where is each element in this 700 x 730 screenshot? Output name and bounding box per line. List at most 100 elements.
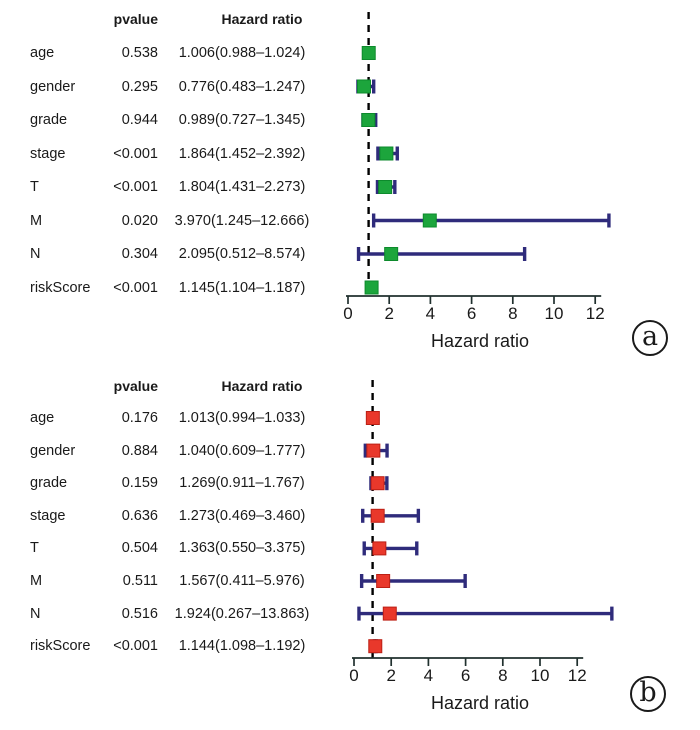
- row-label: age: [30, 45, 55, 61]
- table-row: riskScore <0.001 1.145(1.104–1.187): [0, 278, 345, 298]
- row-pvalue: 0.511: [122, 573, 158, 589]
- axis-tick-label: 12: [586, 304, 605, 323]
- pvalue-column-header: pvalue: [113, 378, 158, 394]
- row-label: T: [30, 540, 39, 557]
- row-hr-ci: 1.924(0.267–13.863): [174, 605, 310, 622]
- row-pvalue: 0.176: [121, 410, 158, 426]
- axis-tick-label: 4: [426, 304, 435, 323]
- row-pvalue: 0.159: [121, 475, 158, 492]
- axis-tick-label: 2: [386, 666, 395, 685]
- axis-tick-label: 12: [568, 666, 587, 685]
- hr-marker: [361, 113, 376, 127]
- hr-marker: [379, 146, 394, 161]
- panel-b: pvalue Hazard ratio age 0.176 1.013(0.994–…: [0, 370, 700, 730]
- table-row: M 0.511 1.567(0.411–5.976): [0, 571, 345, 591]
- table-row: N 0.516 1.924(0.267–13.863): [0, 604, 345, 624]
- table-row: stage <0.001 1.864(1.452–2.392): [0, 144, 345, 164]
- forest-plot-a: 0 2 4 6 8 10 12: [343, 12, 611, 323]
- hr-marker: [378, 180, 393, 194]
- table-row: N 0.304 2.095(0.512–8.574): [0, 244, 345, 264]
- row-label: M: [30, 573, 43, 589]
- axis-tick-label: 6: [461, 666, 470, 685]
- table-row: grade 0.944 0.989(0.727–1.345): [0, 110, 345, 130]
- row-label: stage: [30, 507, 66, 524]
- panel-a: pvalue Hazard ratio age 0.538 1.006(0.988–…: [0, 11, 668, 356]
- forest-plot-b: 0 2 4 6 8 10 12: [349, 380, 614, 685]
- hazard-ratio-column-header: Hazard ratio: [221, 11, 303, 27]
- axis-tick-label: 6: [467, 304, 476, 323]
- axis-tick-label: 2: [384, 304, 393, 323]
- hr-marker: [361, 46, 376, 60]
- row-hr-ci: 1.006(0.988–1.024): [178, 45, 306, 61]
- row-pvalue: 0.304: [121, 246, 158, 262]
- hr-marker: [382, 606, 397, 621]
- panel-letter-b: b: [630, 676, 666, 712]
- table-row: T 0.504 1.363(0.550–3.375): [0, 538, 345, 558]
- row-hr-ci: 2.095(0.512–8.574): [178, 246, 306, 262]
- panel-letter-a: a: [632, 320, 668, 356]
- x-axis-title: Hazard ratio: [430, 693, 530, 713]
- row-pvalue: <0.001: [113, 279, 158, 296]
- row-hr-ci: 0.776(0.483–1.247): [178, 78, 306, 95]
- table-row: M 0.020 3.970(1.245–12.666): [0, 211, 345, 231]
- row-label: N: [30, 605, 41, 622]
- panel-letter-text: b: [639, 677, 657, 708]
- table-row: age 0.176 1.013(0.994–1.033): [0, 408, 345, 428]
- row-label: N: [30, 246, 41, 262]
- row-hr-ci: 3.970(1.245–12.666): [174, 212, 310, 229]
- axis-tick-label: 8: [498, 666, 507, 685]
- row-pvalue: 0.636: [121, 507, 158, 524]
- hr-marker: [370, 508, 385, 523]
- row-label: grade: [30, 475, 68, 492]
- hr-marker: [364, 280, 379, 295]
- row-hr-ci: 1.040(0.609–1.777): [178, 442, 306, 459]
- hr-marker: [365, 411, 380, 425]
- hazard-ratio-column-header: Hazard ratio: [221, 378, 303, 394]
- table-row: stage 0.636 1.273(0.469–3.460): [0, 506, 345, 526]
- row-label: riskScore: [30, 638, 91, 655]
- x-axis-title: Hazard ratio: [430, 331, 530, 351]
- row-pvalue: 0.944: [121, 112, 158, 128]
- row-hr-ci: 1.363(0.550–3.375): [178, 540, 306, 557]
- hr-marker: [370, 476, 385, 491]
- row-hr-ci: 0.989(0.727–1.345): [178, 112, 306, 128]
- hr-marker: [422, 213, 437, 228]
- hr-marker: [368, 639, 383, 654]
- axis-tick-label: 0: [343, 304, 352, 323]
- row-pvalue: 0.538: [121, 45, 158, 61]
- table-row: gender 0.884 1.040(0.609–1.777): [0, 441, 345, 461]
- row-pvalue: 0.516: [121, 605, 158, 622]
- row-hr-ci: 1.145(1.104–1.187): [178, 279, 306, 296]
- row-pvalue: <0.001: [113, 179, 158, 195]
- axis-tick-label: 0: [349, 666, 358, 685]
- row-pvalue: 0.884: [121, 442, 158, 459]
- axis-tick-label: 8: [508, 304, 517, 323]
- table-row: grade 0.159 1.269(0.911–1.767): [0, 473, 345, 493]
- row-label: riskScore: [30, 279, 91, 296]
- panel-letter-text: a: [641, 321, 659, 352]
- axis-tick-label: 4: [424, 666, 433, 685]
- row-hr-ci: 1.567(0.411–5.976): [179, 573, 305, 589]
- row-label: gender: [30, 442, 76, 459]
- row-label: stage: [30, 145, 66, 162]
- hr-marker: [384, 247, 399, 261]
- row-hr-ci: 1.013(0.994–1.033): [178, 410, 306, 426]
- table-row: T <0.001 1.804(1.431–2.273): [0, 177, 345, 197]
- table-row: riskScore <0.001 1.144(1.098–1.192): [0, 636, 345, 656]
- pvalue-column-header: pvalue: [113, 11, 158, 27]
- table-row: age 0.538 1.006(0.988–1.024): [0, 43, 345, 63]
- row-pvalue: 0.020: [121, 212, 158, 229]
- row-label: age: [30, 410, 55, 426]
- axis-tick-label: 10: [531, 666, 550, 685]
- row-label: grade: [30, 112, 68, 128]
- table-row: gender 0.295 0.776(0.483–1.247): [0, 77, 345, 97]
- row-hr-ci: 1.269(0.911–1.767): [179, 475, 305, 492]
- row-hr-ci: 1.144(1.098–1.192): [178, 638, 306, 655]
- row-label: M: [30, 212, 43, 229]
- row-label: gender: [30, 78, 76, 95]
- row-pvalue: 0.504: [121, 540, 158, 557]
- row-pvalue: <0.001: [113, 638, 158, 655]
- row-pvalue: <0.001: [113, 145, 158, 162]
- hr-marker: [356, 79, 371, 94]
